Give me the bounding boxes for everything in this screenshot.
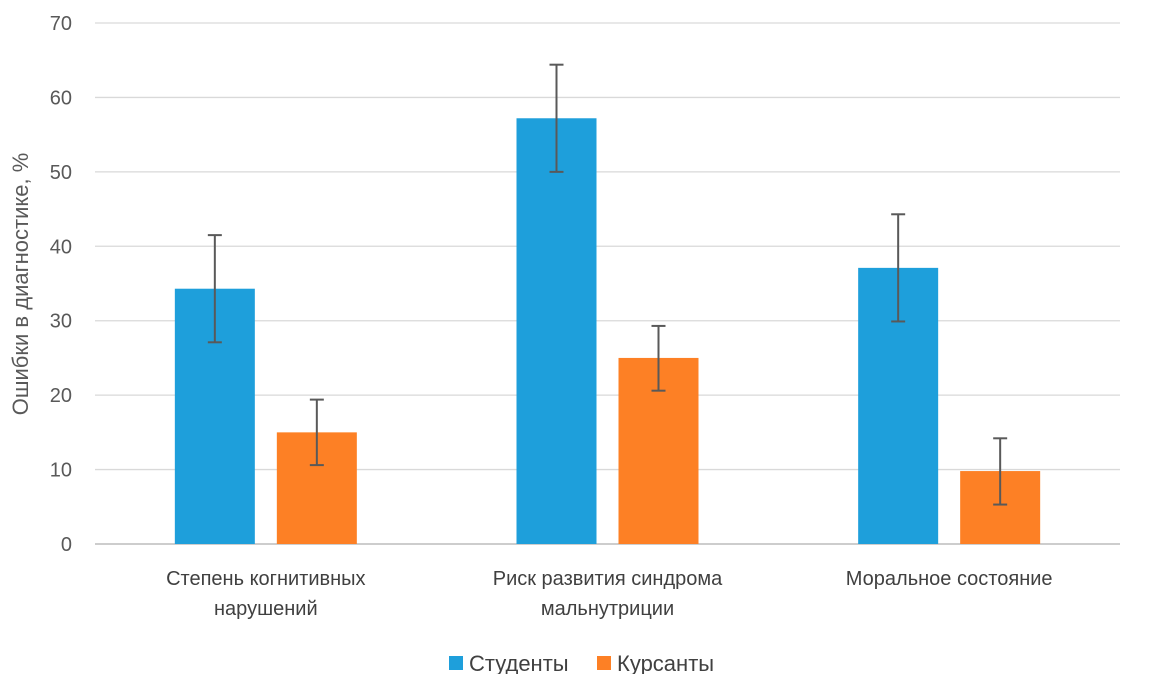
x-category-label: Степень когнитивных [166, 568, 365, 590]
y-tick-label: 70 [50, 13, 72, 35]
legend-swatch-students [449, 656, 463, 670]
gridlines [95, 22, 1120, 545]
y-tick-label: 40 [50, 236, 72, 258]
legend-label: Студенты [469, 651, 569, 674]
y-tick-label: 50 [50, 162, 72, 184]
y-tick-label: 30 [50, 311, 72, 333]
y-axis-title: Ошибки в диагностике, % [8, 153, 33, 416]
x-category-label: нарушений [214, 598, 318, 620]
error-bars [207, 63, 1008, 506]
legend-swatch-cadets [597, 656, 611, 670]
x-category-label: мальнутриции [541, 598, 674, 620]
legend-label: Курсанты [617, 651, 714, 674]
x-category-label: Риск развития синдрома [493, 568, 723, 590]
y-tick-label: 20 [50, 385, 72, 407]
legend: Студенты Курсанты [449, 651, 714, 674]
x-axis-categories: Степень когнитивных нарушений Риск развити… [166, 568, 1052, 620]
y-tick-label: 10 [50, 460, 72, 482]
bars [174, 118, 1041, 545]
y-axis-ticks: 0 10 20 30 40 50 60 70 [50, 13, 72, 556]
y-tick-label: 0 [61, 534, 72, 556]
y-tick-label: 60 [50, 87, 72, 109]
bar-students-2 [516, 118, 597, 545]
x-category-label: Моральное состояние [846, 568, 1053, 590]
